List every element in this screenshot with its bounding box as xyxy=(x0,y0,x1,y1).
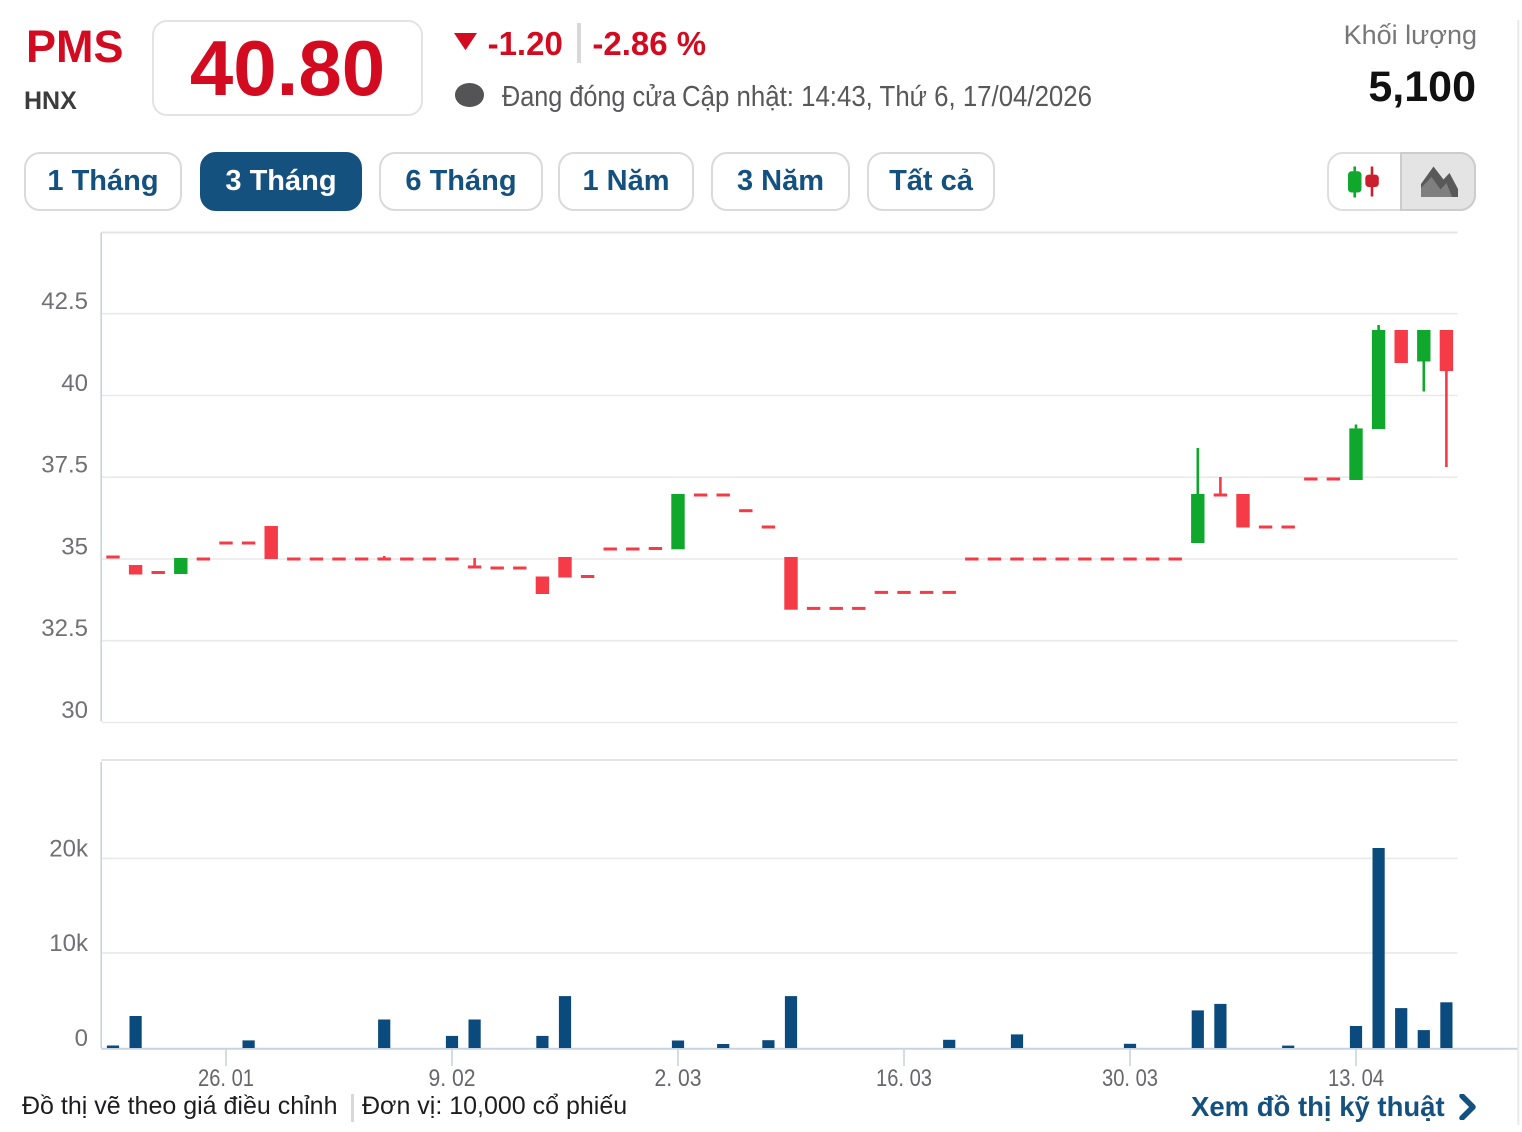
svg-text:40: 40 xyxy=(61,370,88,397)
svg-text:9. 02: 9. 02 xyxy=(429,1065,476,1092)
svg-text:30: 30 xyxy=(61,697,88,724)
svg-text:0: 0 xyxy=(75,1025,88,1052)
svg-text:32.5: 32.5 xyxy=(41,615,88,642)
svg-text:20k: 20k xyxy=(49,835,89,862)
svg-text:2. 03: 2. 03 xyxy=(655,1065,702,1092)
svg-text:35: 35 xyxy=(61,533,88,560)
svg-text:13. 04: 13. 04 xyxy=(1328,1065,1384,1092)
svg-text:30. 03: 30. 03 xyxy=(1102,1065,1158,1092)
svg-text:26. 01: 26. 01 xyxy=(198,1065,254,1092)
svg-text:10k: 10k xyxy=(49,930,89,957)
svg-text:16. 03: 16. 03 xyxy=(876,1065,932,1092)
svg-text:37.5: 37.5 xyxy=(41,452,88,479)
svg-text:42.5: 42.5 xyxy=(41,288,88,315)
